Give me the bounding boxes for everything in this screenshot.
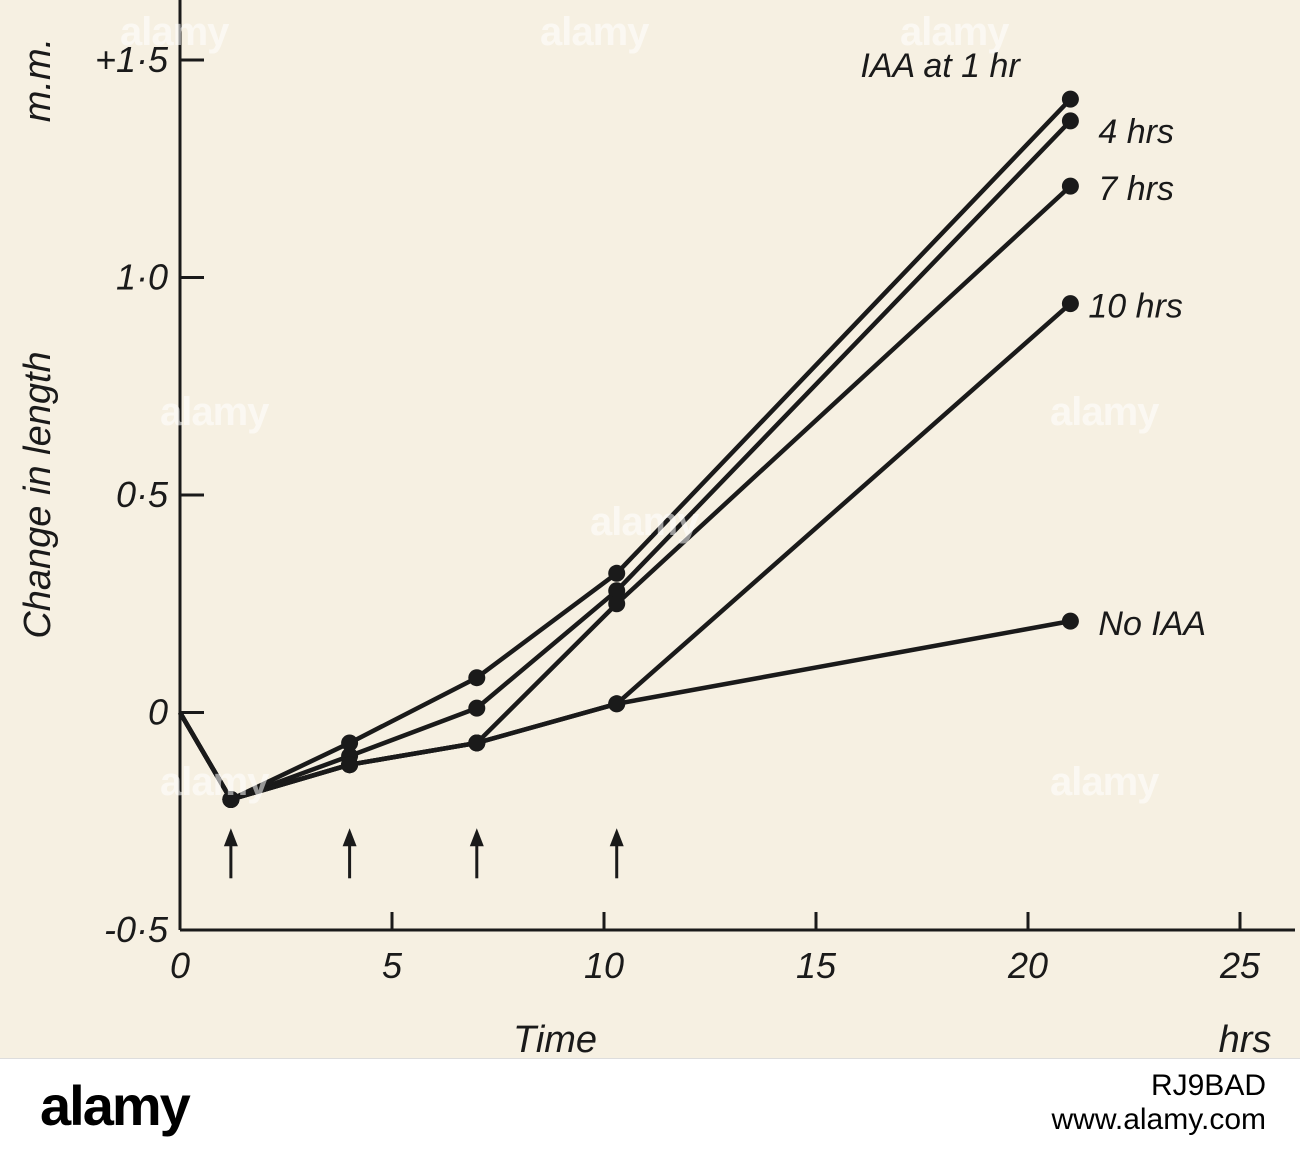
- data-point: [222, 791, 240, 808]
- data-point: [1061, 112, 1079, 130]
- data-point: [468, 699, 486, 717]
- watermark: alamy: [540, 10, 649, 54]
- data-point: [341, 756, 359, 774]
- series-line: [178, 301, 1072, 802]
- x-tick-label: 15: [796, 945, 837, 986]
- watermark: alamy: [1050, 390, 1159, 434]
- treatment-arrowhead: [342, 828, 357, 847]
- footer-logo: alamy: [40, 1074, 191, 1137]
- footer-info: RJ9BAD www.alamy.com: [1052, 1069, 1266, 1137]
- arrow-layer: [223, 828, 624, 879]
- x-axis-title: Time: [513, 1019, 597, 1058]
- data-point: [608, 564, 626, 582]
- y-tick-label: -0·5: [104, 909, 169, 950]
- series-layer: [178, 90, 1079, 808]
- watermark: alamy: [160, 390, 269, 434]
- data-point: [608, 582, 626, 600]
- data-point: [468, 734, 486, 752]
- data-point: [341, 734, 359, 752]
- series-label: 10 hrs: [1088, 288, 1183, 326]
- series-line: [178, 184, 1072, 802]
- data-point: [608, 695, 626, 713]
- watermark: alamy: [1050, 760, 1159, 804]
- label-layer: IAA at 1 hr 4 hrs 7 hrs 10 hrs No IAA: [860, 47, 1206, 643]
- treatment-arrowhead: [469, 828, 484, 847]
- data-point: [468, 669, 486, 687]
- y-tick-label: 0: [148, 692, 168, 733]
- data-point: [608, 595, 626, 613]
- y-tick-label: 0·5: [116, 474, 169, 515]
- watermark: alamy: [590, 500, 699, 544]
- series-label: 4 hrs: [1098, 113, 1174, 151]
- series-label: IAA at 1 hr: [860, 47, 1021, 85]
- series-label: No IAA: [1098, 605, 1206, 643]
- data-point: [1061, 612, 1079, 630]
- data-point: [1061, 295, 1079, 313]
- x-tick-label: 20: [1007, 945, 1048, 986]
- y-tick-label: +1·5: [95, 39, 169, 80]
- y-axis-title: Change in length: [17, 351, 59, 638]
- x-tick-label: 0: [170, 945, 190, 986]
- treatment-arrowhead: [609, 828, 624, 847]
- watermark: alamy: [900, 10, 1009, 54]
- x-unit-label: hrs: [1219, 1019, 1272, 1058]
- x-tick-label: 25: [1219, 945, 1261, 986]
- treatment-arrowhead: [223, 828, 238, 847]
- footer-bar: alamy RJ9BAD www.alamy.com: [0, 1058, 1300, 1151]
- data-point: [1061, 177, 1079, 195]
- y-tick-label: 1·0: [116, 257, 168, 298]
- data-point: [1061, 90, 1079, 108]
- y-unit-label: m.m.: [17, 38, 59, 122]
- series-label: 7 hrs: [1098, 170, 1174, 208]
- watermark: alamy: [120, 10, 229, 54]
- site-url: www.alamy.com: [1051, 1103, 1266, 1136]
- watermark: alamy: [160, 760, 269, 804]
- chart-plate: -0·5 0 0·5 1·0 +1·5 0 5 10 15 20 25 Time hrs Change i…: [0, 0, 1300, 1058]
- x-tick-label: 10: [584, 945, 624, 986]
- image-id: RJ9BAD: [1150, 1069, 1266, 1102]
- x-tick-label: 5: [382, 945, 403, 986]
- series-line: [178, 618, 1071, 802]
